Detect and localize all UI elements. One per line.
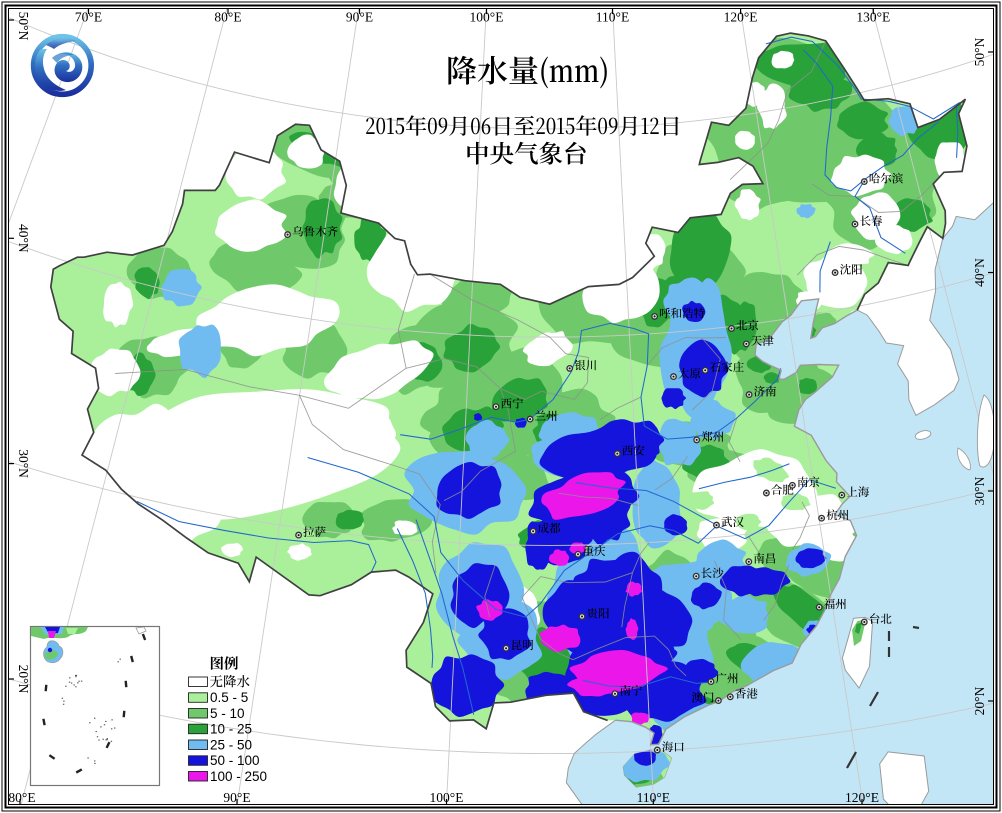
svg-text:90°E: 90°E: [346, 10, 373, 25]
svg-text:20°N: 20°N: [972, 686, 987, 715]
svg-text:80°E: 80°E: [8, 790, 35, 805]
svg-text:40°N: 40°N: [972, 258, 987, 287]
svg-text:130°E: 130°E: [856, 10, 890, 25]
svg-text:100°E: 100°E: [430, 790, 464, 805]
svg-text:40°N: 40°N: [16, 224, 31, 253]
svg-text:30°N: 30°N: [16, 449, 31, 478]
svg-text:5 - 10: 5 - 10: [210, 706, 245, 721]
svg-text:50 - 100: 50 - 100: [210, 753, 260, 768]
svg-text:120°E: 120°E: [724, 10, 758, 25]
svg-text:100 - 250: 100 - 250: [210, 769, 267, 784]
svg-text:25 - 50: 25 - 50: [210, 737, 252, 752]
svg-text:10 - 25: 10 - 25: [210, 722, 252, 737]
svg-text:30°N: 30°N: [972, 476, 987, 505]
svg-text:0.5 - 5: 0.5 - 5: [210, 690, 248, 705]
svg-text:90°E: 90°E: [223, 790, 250, 805]
svg-text:50°N: 50°N: [972, 37, 987, 66]
svg-text:50°N: 50°N: [16, 12, 31, 41]
svg-text:110°E: 110°E: [596, 10, 629, 25]
svg-text:20°N: 20°N: [16, 665, 31, 694]
svg-text:120°E: 120°E: [845, 790, 879, 805]
svg-text:110°E: 110°E: [637, 790, 670, 805]
svg-text:100°E: 100°E: [470, 10, 504, 25]
svg-text:80°E: 80°E: [214, 10, 241, 25]
svg-text:70°E: 70°E: [75, 10, 102, 25]
